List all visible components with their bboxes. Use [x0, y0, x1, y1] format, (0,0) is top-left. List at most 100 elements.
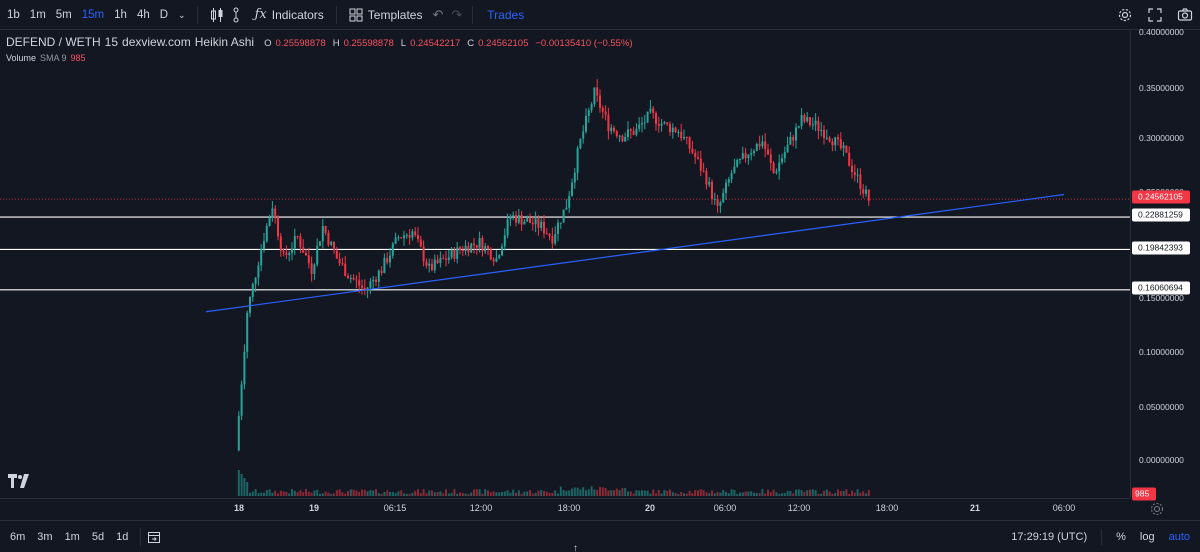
volume-bar — [540, 490, 543, 496]
axis-settings-gear-icon[interactable] — [1148, 500, 1166, 518]
volume-bar — [613, 490, 615, 496]
volume-bar — [565, 490, 568, 496]
goto-date-icon[interactable] — [147, 530, 161, 544]
candle-body — [459, 247, 461, 251]
range-3m[interactable]: 3m — [37, 530, 53, 543]
compare-icon — [233, 7, 239, 22]
screenshot-button[interactable] — [1170, 0, 1200, 30]
candle-body — [652, 108, 655, 114]
timeframe-15m[interactable]: 15m — [81, 8, 105, 21]
candle-body — [730, 173, 733, 180]
redo-button[interactable]: ↷ — [447, 0, 466, 30]
indicators-button[interactable]: ƒx Indicators — [249, 0, 330, 30]
candle-body — [557, 222, 559, 235]
timeframe-1m[interactable]: 1m — [29, 8, 46, 21]
timeframe-dropdown-chevron-icon[interactable]: ⌄ — [178, 9, 186, 20]
hline-price-tag[interactable]: 0.19842393 — [1132, 241, 1190, 255]
volume-bar — [820, 493, 823, 496]
time-axis[interactable]: 18 19 06:15 12:00 18:00 20 06:00 12:00 1… — [0, 498, 1130, 520]
candle-body — [520, 214, 523, 225]
range-1m[interactable]: 1m — [64, 530, 80, 543]
candle-body — [685, 137, 688, 139]
hline-price-tag[interactable]: 0.16060694 — [1132, 281, 1190, 295]
candle-body — [470, 243, 473, 253]
candle-body — [341, 263, 344, 265]
log-scale-toggle[interactable]: log — [1139, 531, 1155, 543]
volume-sma-label: SMA 9 — [40, 53, 67, 63]
volume-bar — [657, 489, 660, 496]
undo-button[interactable]: ↶ — [428, 0, 447, 30]
volume-bar — [299, 490, 302, 496]
candle-body — [319, 241, 321, 246]
volume-bar — [341, 492, 344, 496]
volume-bar — [358, 491, 361, 496]
candle-body — [823, 129, 825, 138]
price-chart[interactable] — [0, 31, 1130, 498]
legend-source: dexview.com — [122, 35, 191, 49]
candle-style-button[interactable] — [204, 0, 249, 30]
legend-interval: 15 — [104, 35, 119, 49]
candle-body — [453, 249, 456, 259]
price-tick: 0.15000000 — [1139, 293, 1184, 303]
volume-bar — [461, 492, 464, 496]
settings-button[interactable] — [1110, 0, 1140, 30]
volume-bar — [716, 491, 719, 496]
tradingview-logo-icon[interactable] — [8, 474, 30, 488]
volume-bar — [249, 492, 251, 496]
volume-bar — [604, 488, 607, 496]
scroll-handle-icon[interactable]: ↑ — [573, 543, 578, 552]
timeframe-1h[interactable]: 1h — [114, 8, 127, 21]
trades-button[interactable]: Trades — [487, 7, 525, 22]
toolbar-divider — [196, 5, 198, 24]
timeframe-1b[interactable]: 1b — [7, 8, 20, 21]
candle-body — [719, 202, 722, 206]
volume-bar — [551, 492, 554, 496]
volume-bar — [445, 489, 447, 496]
candle-body — [663, 122, 666, 124]
hline-price-tag[interactable]: 0.22881259 — [1132, 208, 1190, 222]
range-1d[interactable]: 1d — [116, 530, 129, 543]
volume-bar — [733, 489, 736, 496]
volume-bar — [786, 490, 789, 496]
candle-body — [615, 131, 618, 137]
volume-bar — [800, 490, 803, 496]
candle-body — [526, 218, 529, 222]
volume-bar — [363, 489, 366, 496]
templates-button[interactable]: Templates — [343, 0, 429, 30]
volume-bar — [512, 489, 515, 496]
percent-scale-toggle[interactable]: % — [1116, 531, 1126, 543]
range-5d[interactable]: 5d — [91, 530, 105, 543]
timeframe-d[interactable]: D — [159, 8, 169, 21]
timeframe-5m[interactable]: 5m — [55, 8, 72, 21]
auto-scale-toggle[interactable]: auto — [1168, 531, 1190, 543]
chart-pane[interactable]: DEFEND / WETH 15 dexview.com Heikin Ashi… — [0, 31, 1130, 498]
candle-body — [582, 131, 585, 139]
volume-bar — [694, 490, 697, 496]
volume-bar — [632, 493, 635, 496]
volume-bar — [851, 490, 853, 496]
candle-body — [755, 143, 758, 151]
candle-body — [741, 153, 744, 159]
price-axis[interactable]: 0.40000000 0.35000000 0.30000000 0.25000… — [1130, 27, 1200, 501]
candle-body — [548, 233, 551, 237]
volume-bar — [865, 493, 867, 496]
candle-body — [531, 222, 534, 225]
candle-body — [769, 154, 772, 163]
candle-body — [571, 182, 573, 196]
volume-bar — [509, 492, 512, 496]
volume-bar — [638, 490, 641, 496]
candle-body — [268, 217, 271, 226]
candle-body — [736, 160, 739, 167]
candle-body — [512, 215, 515, 217]
volume-bar — [741, 492, 744, 496]
clock-readout[interactable]: 17:29:19 (UTC) — [1011, 531, 1088, 543]
volume-bar — [369, 490, 372, 496]
volume-bar — [677, 493, 680, 496]
range-6m[interactable]: 6m — [10, 530, 26, 543]
candle-body — [599, 95, 601, 109]
legend-symbol[interactable]: DEFEND / WETH — [6, 35, 101, 49]
volume-label[interactable]: Volume — [6, 53, 37, 63]
candle-body — [487, 246, 489, 250]
timeframe-4h[interactable]: 4h — [136, 8, 150, 21]
fullscreen-button[interactable] — [1140, 0, 1170, 30]
